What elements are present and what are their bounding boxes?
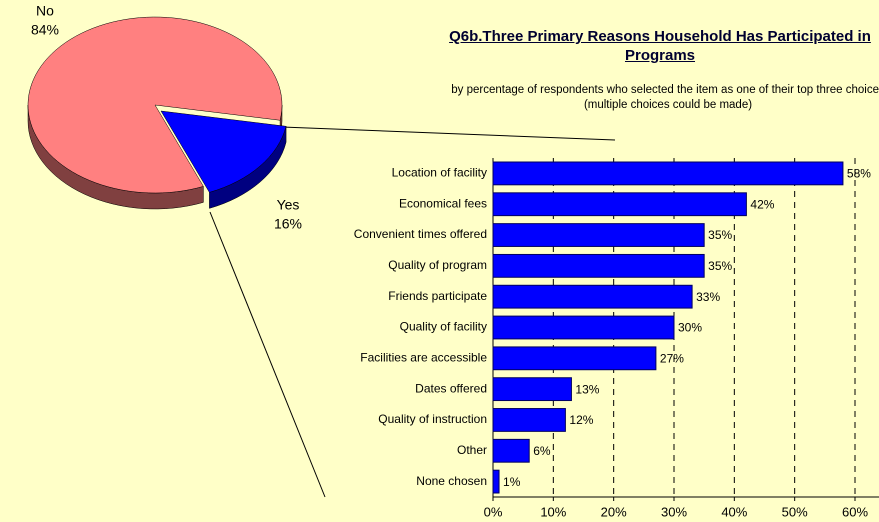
value-label: 27% bbox=[660, 351, 684, 365]
y-tick-label: Convenient times offered bbox=[354, 227, 487, 241]
x-tick-label: 60% bbox=[842, 504, 868, 519]
bar bbox=[492, 161, 844, 186]
value-label: 35% bbox=[708, 259, 732, 273]
y-tick-label: Dates offered bbox=[415, 381, 487, 395]
chart-subtitle: by percentage of respondents who selecte… bbox=[451, 84, 879, 111]
bar bbox=[492, 192, 747, 217]
chart-title: Q6b.Three Primary Reasons Household Has … bbox=[449, 28, 871, 64]
pie-label: Yes bbox=[277, 197, 300, 213]
bar bbox=[492, 408, 566, 432]
bar bbox=[492, 438, 530, 463]
pie-value-label: 16% bbox=[274, 216, 302, 232]
bar bbox=[492, 469, 500, 494]
x-tick-label: 0% bbox=[484, 504, 503, 519]
value-label: 12% bbox=[569, 413, 593, 427]
y-tick-label: Other bbox=[457, 443, 487, 457]
value-label: 13% bbox=[575, 382, 599, 396]
connector bbox=[209, 211, 326, 498]
value-label: 35% bbox=[708, 228, 732, 242]
bar bbox=[492, 223, 705, 247]
y-tick-label: Economical fees bbox=[399, 196, 487, 210]
y-tick-label: Quality of program bbox=[388, 258, 487, 272]
pie-label: No bbox=[36, 3, 54, 19]
bar bbox=[492, 253, 705, 278]
y-tick-label: Friends participate bbox=[388, 289, 487, 303]
value-label: 1% bbox=[503, 475, 521, 489]
y-tick-label: None chosen bbox=[416, 474, 487, 488]
y-tick-label: Quality of instruction bbox=[378, 412, 487, 426]
x-tick-label: 10% bbox=[540, 504, 566, 519]
value-label: 58% bbox=[847, 167, 871, 181]
bar bbox=[492, 377, 572, 402]
y-tick-label: Location of facility bbox=[392, 166, 487, 180]
bar bbox=[492, 346, 657, 371]
x-tick-label: 40% bbox=[721, 504, 747, 519]
pie-slice bbox=[27, 16, 283, 194]
x-tick-label: 50% bbox=[782, 504, 808, 519]
value-label: 42% bbox=[750, 197, 774, 211]
x-tick-label: 30% bbox=[661, 504, 687, 519]
value-label: 6% bbox=[533, 444, 551, 458]
y-tick-label: Quality of facility bbox=[400, 320, 487, 334]
connector bbox=[281, 126, 616, 141]
bar bbox=[492, 284, 693, 309]
y-tick-label: Facilities are accessible bbox=[360, 350, 487, 364]
x-tick-label: 20% bbox=[601, 504, 627, 519]
pie-slice bbox=[160, 110, 287, 193]
value-label: 30% bbox=[678, 321, 702, 335]
bar bbox=[492, 315, 675, 340]
value-label: 33% bbox=[696, 290, 720, 304]
pie-value-label: 84% bbox=[31, 22, 59, 38]
